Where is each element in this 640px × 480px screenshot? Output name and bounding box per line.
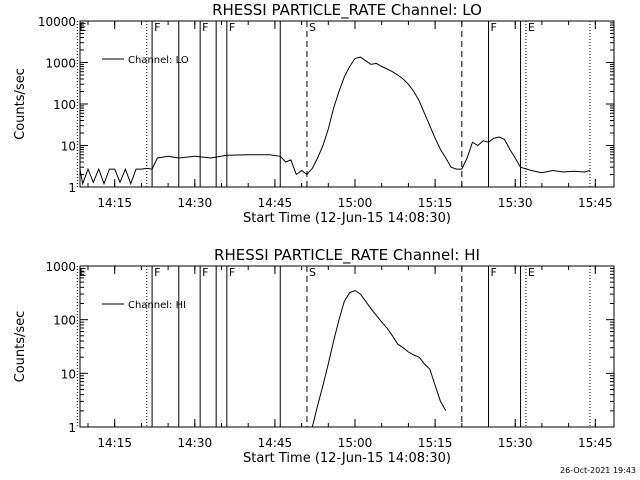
flag-label-1: F	[202, 266, 208, 279]
y-tick-label-0: 100	[53, 98, 76, 112]
x-tick-label-1: 15:30	[498, 436, 533, 450]
y-tick-label-0: 1	[68, 181, 76, 195]
x-tick-label-0: 15:00	[338, 196, 373, 210]
x-tick-label-1: 15:00	[338, 436, 373, 450]
chart-title-1: RHESSI PARTICLE_RATE Channel: HI	[214, 246, 480, 265]
x-tick-label-0: 15:30	[498, 196, 533, 210]
x-tick-label-1: 14:15	[97, 436, 132, 450]
plot-frame-0	[79, 20, 615, 188]
flag-label-0: F	[202, 21, 208, 34]
flag-label-0: F	[154, 21, 160, 34]
legend-label-1: Channel: HI	[128, 300, 186, 311]
flag-label-0: F	[491, 21, 497, 34]
flag-label-1: F	[154, 266, 160, 279]
x-axis-label-0: Start Time (12-Jun-15 14:08:30)	[243, 211, 451, 226]
flag-label-1: F	[229, 266, 235, 279]
y-tick-label-1: 1	[68, 421, 76, 435]
y-axis-label-1: Counts/sec	[13, 311, 28, 383]
x-tick-label-0: 14:45	[258, 196, 293, 210]
flag-label-0: E	[79, 21, 86, 34]
x-tick-label-0: 15:45	[578, 196, 613, 210]
x-tick-label-1: 15:15	[418, 436, 453, 450]
flag-label-1: S	[309, 266, 316, 279]
flag-label-0: E	[528, 21, 535, 34]
x-tick-label-0: 14:15	[97, 196, 132, 210]
y-axis-label-0: Counts/sec	[13, 68, 28, 140]
x-tick-label-1: 14:45	[258, 436, 293, 450]
y-tick-label-0: 1000	[45, 57, 76, 71]
y-tick-label-0: 10	[61, 140, 76, 154]
flag-label-1: E	[79, 266, 86, 279]
x-axis-label-1: Start Time (12-Jun-15 14:08:30)	[243, 451, 451, 466]
flag-label-0: S	[309, 21, 316, 34]
chart-title-0: RHESSI PARTICLE_RATE Channel: LO	[212, 1, 482, 20]
legend-label-0: Channel: LO	[128, 55, 189, 66]
y-tick-label-0: 10000	[38, 15, 76, 29]
y-tick-label-1: 1000	[45, 260, 76, 274]
x-tick-label-1: 15:45	[578, 436, 613, 450]
series-line-0	[79, 56, 591, 186]
series-line-1	[311, 289, 447, 428]
x-tick-label-0: 14:30	[178, 196, 213, 210]
flag-label-1: F	[491, 266, 497, 279]
y-tick-label-1: 100	[53, 314, 76, 328]
plot-frame-1	[79, 265, 615, 428]
x-tick-label-0: 15:15	[418, 196, 453, 210]
flag-label-1: E	[528, 266, 535, 279]
x-tick-label-1: 14:30	[178, 436, 213, 450]
flag-label-0: F	[229, 21, 235, 34]
y-tick-label-1: 10	[61, 367, 76, 381]
footer-timestamp: 26-Oct-2021 19:43	[560, 466, 636, 475]
